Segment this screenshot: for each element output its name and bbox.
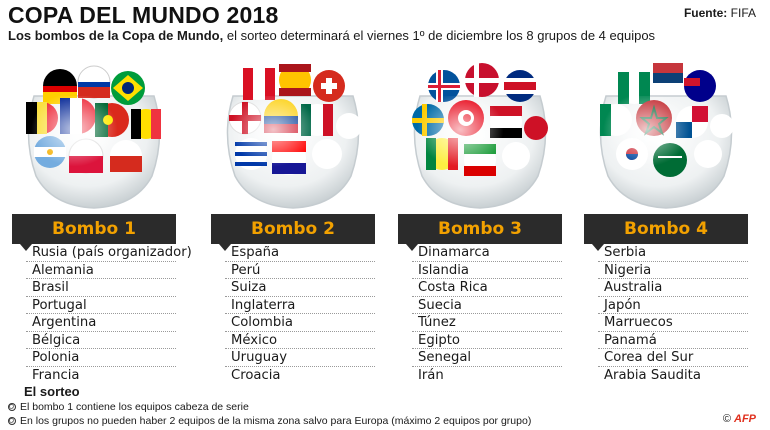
list-item: Islandia bbox=[412, 262, 562, 279]
list-item: Rusia (país organizador) bbox=[26, 244, 192, 262]
list-item: Senegal bbox=[412, 349, 562, 367]
list-item: Polonia bbox=[26, 349, 176, 367]
list-item: Nigeria bbox=[598, 262, 748, 279]
list-item: Panamá bbox=[598, 332, 748, 349]
sorteo-note: El bombo 1 contiene los equipos cabeza d… bbox=[8, 401, 249, 413]
list-item: Croacia bbox=[231, 367, 281, 383]
list-item: Brasil bbox=[26, 279, 176, 297]
list-item: Portugal bbox=[26, 297, 176, 314]
list-item: Túnez bbox=[412, 314, 562, 332]
list-item: Perú bbox=[225, 262, 375, 279]
subtitle-text: el sorteo determinará el viernes 1º de d… bbox=[223, 28, 656, 43]
list-item: Suiza bbox=[225, 279, 375, 297]
list-item: Arabia Saudita bbox=[604, 367, 701, 383]
note-text: El bombo 1 contiene los equipos cabeza d… bbox=[20, 401, 249, 413]
list-item: Japón bbox=[598, 297, 748, 314]
glass-bowl-icon bbox=[226, 64, 362, 209]
page-title: COPA DEL MUNDO 2018 bbox=[8, 2, 279, 28]
note-text: En los grupos no pueden haber 2 equipos … bbox=[20, 415, 532, 427]
sorteo-note: En los grupos no pueden haber 2 equipos … bbox=[8, 415, 531, 427]
list-item: Irán bbox=[418, 367, 444, 383]
list-item: México bbox=[225, 332, 375, 349]
pot-name: Bombo 1 bbox=[52, 219, 136, 239]
list-item: Bélgica bbox=[26, 332, 176, 349]
glass-bowl-icon bbox=[412, 63, 548, 209]
list-item: Suecia bbox=[412, 297, 562, 314]
list-item: Alemania bbox=[26, 262, 176, 279]
list-item: Colombia bbox=[225, 314, 375, 332]
source-label: Fuente: bbox=[683, 6, 728, 20]
source-value: FIFA bbox=[730, 6, 756, 20]
list-item: Egipto bbox=[412, 332, 562, 349]
subtitle-bold: Los bombos de la Copa de Mundo, bbox=[8, 28, 224, 43]
list-item: Uruguay bbox=[225, 349, 375, 367]
source-credit: Fuente: FIFA bbox=[684, 6, 756, 20]
team-list: Serbia Nigeria Australia Japón Marruecos… bbox=[598, 244, 748, 384]
team-list: Rusia (país organizador) Alemania Brasil… bbox=[26, 244, 192, 384]
list-item: Dinamarca bbox=[412, 244, 562, 262]
list-item: Corea del Sur bbox=[598, 349, 748, 367]
list-item: Marruecos bbox=[598, 314, 748, 332]
list-item: Australia bbox=[598, 279, 748, 297]
sorteo-heading: El sorteo bbox=[24, 384, 80, 399]
copyright-symbol: © bbox=[722, 413, 731, 425]
agency-credit: © AFP bbox=[723, 413, 756, 425]
page-subtitle: Los bombos de la Copa de Mundo, el sorte… bbox=[8, 28, 655, 43]
soccer-ball-icon bbox=[8, 403, 16, 411]
glass-bowl-icon bbox=[26, 65, 161, 209]
glass-bowl-icon bbox=[599, 63, 734, 209]
list-item: Argentina bbox=[26, 314, 176, 332]
list-item: Inglaterra bbox=[225, 297, 375, 314]
pot-header: Bombo 1 bbox=[12, 214, 176, 251]
list-item: Costa Rica bbox=[412, 279, 562, 297]
list-item: Francia bbox=[32, 367, 80, 383]
pot-header: Bombo 2 bbox=[211, 214, 375, 251]
pot-header: Bombo 4 bbox=[584, 214, 748, 251]
soccer-ball-icon bbox=[8, 417, 16, 425]
list-item: Serbia bbox=[598, 244, 748, 262]
pot-name: Bombo 2 bbox=[251, 219, 335, 239]
pot-header: Bombo 3 bbox=[398, 214, 562, 251]
pot-name: Bombo 4 bbox=[624, 219, 708, 239]
team-list: Dinamarca Islandia Costa Rica Suecia Tún… bbox=[412, 244, 562, 384]
pot-name: Bombo 3 bbox=[438, 219, 522, 239]
team-list: España Perú Suiza Inglaterra Colombia Mé… bbox=[225, 244, 375, 384]
afp-logo: AFP bbox=[734, 413, 756, 425]
list-item: España bbox=[225, 244, 375, 262]
